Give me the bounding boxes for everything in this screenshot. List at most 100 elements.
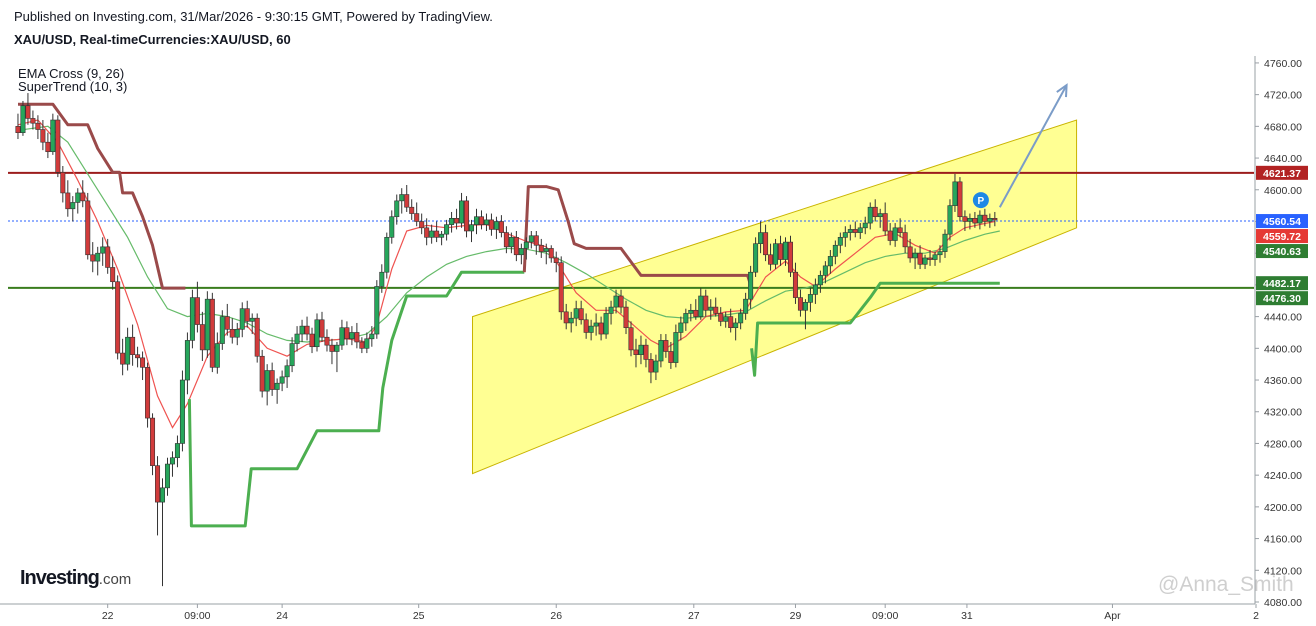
candle-body (444, 224, 450, 235)
candle-body (618, 295, 624, 308)
candle (728, 308, 734, 333)
candle-body (95, 252, 101, 262)
candle (100, 237, 106, 266)
candle-body (728, 316, 734, 329)
candle (733, 318, 739, 341)
candle (164, 457, 170, 496)
candle-body (967, 218, 973, 222)
candle-body (50, 119, 56, 153)
candle-body (234, 328, 240, 338)
candle-body (473, 216, 479, 225)
candle-body (773, 243, 779, 265)
candle (698, 288, 704, 320)
candle-body (160, 487, 166, 503)
candle-body (932, 254, 938, 260)
candle (394, 194, 400, 225)
candle-body (429, 230, 435, 238)
candle (344, 321, 350, 346)
candle-body (733, 322, 739, 329)
candle (289, 337, 295, 373)
candle (738, 308, 744, 330)
price-label: 4559.72 (1256, 229, 1308, 244)
candle-body (673, 332, 679, 363)
candle (872, 199, 878, 222)
candle (758, 221, 764, 254)
candle-body (578, 308, 584, 321)
candle (399, 188, 405, 214)
candle (334, 341, 340, 373)
candle-body (120, 352, 126, 365)
y-tick-label: 4760.00 (1264, 58, 1302, 70)
candle (444, 219, 450, 241)
pivot-marker-label: P (978, 196, 985, 207)
x-tick-label: 24 (276, 610, 288, 622)
candle-body (184, 340, 190, 381)
candle-body (738, 313, 744, 324)
candle (917, 245, 923, 270)
candle-body (469, 224, 475, 232)
candle-body (892, 227, 898, 241)
candle-body (837, 237, 843, 246)
candle (189, 289, 195, 349)
candle-body (264, 370, 270, 392)
candle (508, 232, 514, 254)
candle-body (992, 218, 998, 221)
candle (319, 311, 325, 342)
candle (369, 326, 375, 347)
y-tick-label: 4680.00 (1264, 121, 1302, 133)
candle-body (75, 192, 81, 203)
candle (663, 334, 669, 358)
candle (778, 235, 784, 266)
pivot-marker (972, 192, 989, 209)
candle-body (419, 221, 425, 229)
candle (464, 196, 470, 238)
candle (65, 180, 71, 217)
y-tick-label: 4440.00 (1264, 312, 1302, 324)
candle (932, 251, 938, 266)
candle (633, 338, 639, 368)
price-label-text: 4482.17 (1263, 278, 1301, 290)
price-label-box (1256, 229, 1308, 244)
trend-arrow-head (1056, 83, 1068, 98)
candle-body (459, 200, 465, 224)
candle (987, 213, 993, 228)
candle-body (827, 256, 833, 267)
candle (653, 354, 659, 381)
indicator-ema-cross[interactable]: EMA Cross (9, 26) (18, 66, 125, 81)
candle-body (608, 306, 614, 314)
candle (424, 218, 430, 246)
candle (718, 307, 724, 327)
candle (469, 219, 475, 243)
candle (688, 303, 694, 322)
candle (40, 120, 46, 151)
candle (239, 302, 245, 338)
candle-body (214, 343, 220, 368)
candle-body (877, 213, 883, 218)
candle (498, 215, 504, 238)
candle (708, 299, 714, 320)
candle-body (598, 322, 604, 335)
x-tick-label: 29 (790, 610, 802, 622)
y-tick-label: 4120.00 (1264, 565, 1302, 577)
candle (80, 180, 86, 208)
candle (947, 199, 953, 241)
candle (548, 245, 554, 263)
candle-body (588, 325, 594, 333)
candle (952, 173, 958, 212)
candle (628, 321, 634, 357)
price-label: 4482.17 (1256, 276, 1308, 291)
candle (972, 211, 978, 228)
candle (802, 299, 808, 330)
candle-body (169, 457, 175, 465)
candle (763, 224, 769, 262)
candle (563, 303, 569, 330)
candle (30, 110, 36, 130)
candle-body (857, 227, 863, 233)
candle (294, 326, 300, 352)
indicator-supertrend[interactable]: SuperTrend (10, 3) (18, 79, 128, 94)
symbol-title: XAU/USD, Real-timeCurrencies:XAU/USD, 60 (14, 32, 291, 47)
candle-body (503, 232, 509, 248)
candle-body (224, 316, 230, 330)
candle (723, 311, 729, 328)
